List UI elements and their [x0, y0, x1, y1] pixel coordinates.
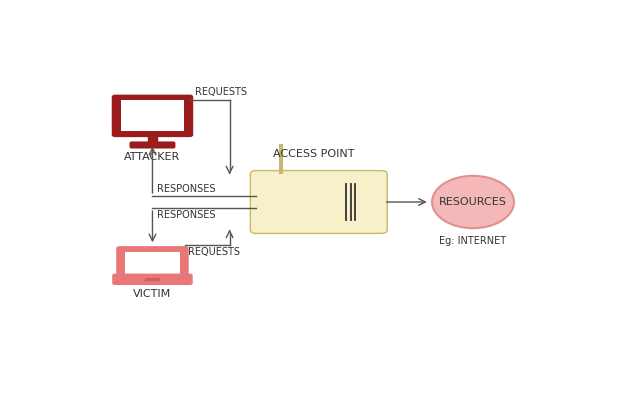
- FancyBboxPatch shape: [112, 274, 193, 285]
- FancyBboxPatch shape: [129, 142, 175, 148]
- Text: Eg: INTERNET: Eg: INTERNET: [440, 236, 506, 246]
- Text: ATTACKER: ATTACKER: [124, 152, 180, 162]
- Bar: [145, 278, 160, 281]
- Bar: [121, 100, 184, 131]
- Bar: [148, 135, 157, 143]
- Bar: [279, 144, 284, 174]
- Circle shape: [432, 176, 514, 228]
- Text: REQUESTS: REQUESTS: [188, 247, 239, 257]
- Text: RESPONSES: RESPONSES: [157, 210, 216, 220]
- Text: VICTIM: VICTIM: [133, 289, 172, 299]
- FancyBboxPatch shape: [112, 95, 193, 137]
- Text: ACCESS POINT: ACCESS POINT: [273, 149, 355, 159]
- Bar: [125, 252, 180, 276]
- Text: RESOURCES: RESOURCES: [439, 197, 507, 207]
- FancyBboxPatch shape: [250, 170, 388, 234]
- FancyBboxPatch shape: [116, 246, 188, 282]
- Text: REQUESTS: REQUESTS: [195, 87, 247, 97]
- Text: RESPONSES: RESPONSES: [157, 184, 216, 194]
